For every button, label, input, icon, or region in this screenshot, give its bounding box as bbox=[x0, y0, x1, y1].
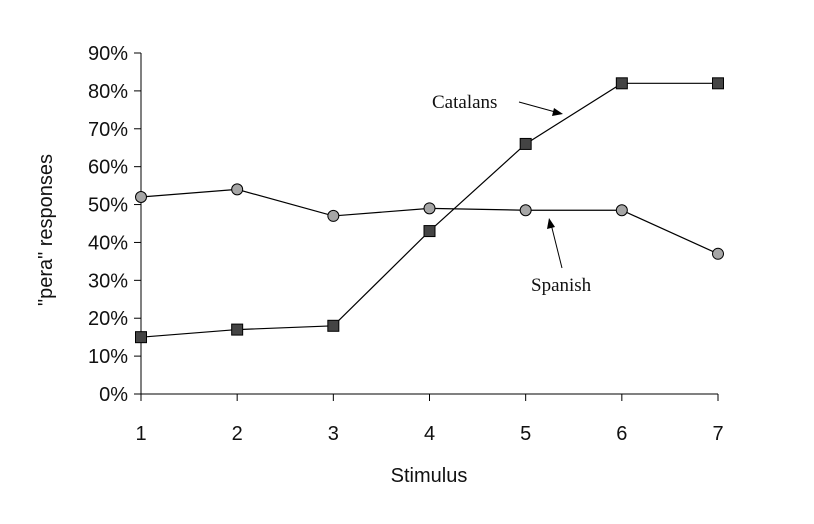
annotation-spanish-arrow bbox=[550, 223, 563, 269]
annotation-spanish-arrowhead bbox=[547, 218, 555, 229]
data-point-spanish bbox=[712, 247, 724, 260]
y-tick-label: 60% bbox=[88, 157, 128, 179]
y-tick-label: 30% bbox=[88, 270, 128, 292]
x-tick-label: 1 bbox=[135, 423, 146, 445]
annotation-layer: Catalans Spanish bbox=[432, 92, 592, 296]
y-tick-label: 40% bbox=[88, 232, 128, 254]
annotation-spanish-label: Spanish bbox=[531, 275, 592, 296]
data-point-catalans bbox=[615, 77, 628, 90]
y-tick-label: 0% bbox=[99, 384, 128, 406]
x-tick-label: 7 bbox=[712, 423, 723, 445]
x-tick-label: 2 bbox=[232, 423, 243, 445]
x-tick-label: 3 bbox=[328, 423, 339, 445]
y-tick-label: 80% bbox=[88, 81, 128, 103]
y-tick-label: 20% bbox=[88, 308, 128, 330]
y-tick-label: 10% bbox=[88, 346, 128, 368]
y-tick-label: 70% bbox=[88, 119, 128, 141]
data-point-spanish bbox=[615, 204, 628, 217]
data-point-spanish bbox=[135, 190, 147, 203]
series-layer bbox=[135, 77, 724, 344]
data-point-spanish bbox=[231, 183, 244, 196]
data-point-catalans bbox=[712, 77, 724, 90]
y-ticks: 0% 10% 20% 30% 40% 50% 60% 70% 80% 90% bbox=[88, 43, 141, 406]
axes bbox=[140, 53, 718, 395]
x-axis-title: Stimulus bbox=[391, 465, 468, 487]
data-point-spanish bbox=[327, 209, 340, 222]
annotation-catalans-arrow bbox=[518, 101, 560, 114]
x-tick-label: 6 bbox=[616, 423, 627, 445]
data-point-catalans bbox=[519, 137, 532, 150]
x-tick-label: 4 bbox=[424, 423, 435, 445]
data-point-catalans bbox=[135, 331, 147, 344]
y-tick-label: 90% bbox=[88, 43, 128, 65]
annotation-catalans-label: Catalans bbox=[432, 92, 497, 113]
data-point-catalans bbox=[327, 319, 340, 332]
y-tick-label: 50% bbox=[88, 195, 128, 217]
annotation-catalans-arrowhead bbox=[552, 108, 563, 116]
y-axis-title: "pera" responses bbox=[35, 154, 57, 306]
x-ticks: 1 2 3 4 5 6 7 bbox=[135, 394, 724, 445]
data-point-spanish bbox=[519, 204, 532, 217]
data-point-catalans bbox=[231, 323, 244, 336]
series-line-spanish bbox=[140, 188, 719, 255]
data-point-spanish bbox=[423, 202, 436, 215]
x-tick-label: 5 bbox=[520, 423, 531, 445]
data-point-catalans bbox=[423, 225, 436, 238]
